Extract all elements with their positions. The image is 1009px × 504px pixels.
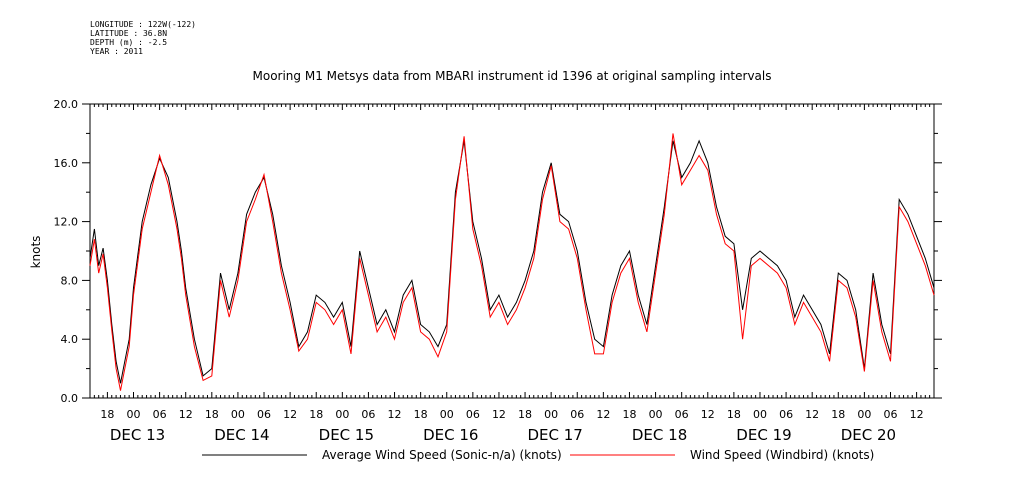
series-layer xyxy=(89,133,935,391)
x-hour-tick-label: 18 xyxy=(100,408,114,421)
latitude-label: LATITUDE : 36.8N xyxy=(90,29,168,38)
x-day-label: DEC 18 xyxy=(632,426,687,444)
x-hour-tick-label: 00 xyxy=(440,408,454,421)
x-day-label: DEC 15 xyxy=(319,426,374,444)
legend: Average Wind Speed (Sonic-n/a) (knots) W… xyxy=(202,448,874,462)
x-hour-tick-label: 06 xyxy=(153,408,167,421)
x-day-label: DEC 13 xyxy=(110,426,165,444)
legend-label-windbird: Wind Speed (Windbird) (knots) xyxy=(690,448,874,462)
y-tick-label: 4.0 xyxy=(61,333,79,346)
x-hour-tick-label: 18 xyxy=(518,408,532,421)
x-hour-tick-label: 12 xyxy=(805,408,819,421)
y-tick-label: 16.0 xyxy=(54,157,79,170)
x-hour-tick-label: 06 xyxy=(883,408,897,421)
y-axis-label: knots xyxy=(29,236,43,269)
x-hour-tick-label: 12 xyxy=(388,408,402,421)
x-hour-tick-label: 06 xyxy=(675,408,689,421)
x-hour-tick-label: 18 xyxy=(622,408,636,421)
axis-ticks: 0.0 4.0 8.0 12.0 16.0 20.0 18 00 06 12 18 00 06 12 18 0… xyxy=(54,98,942,444)
x-hour-tick-label: 00 xyxy=(649,408,663,421)
x-hour-tick-label: 12 xyxy=(179,408,193,421)
x-day-label: DEC 19 xyxy=(736,426,791,444)
legend-label-average: Average Wind Speed (Sonic-n/a) (knots) xyxy=(322,448,562,462)
x-hour-tick-label: 06 xyxy=(361,408,375,421)
x-hour-tick-label: 18 xyxy=(414,408,428,421)
x-hour-tick-label: 18 xyxy=(831,408,845,421)
x-hour-tick-label: 18 xyxy=(727,408,741,421)
x-hour-tick-label: 00 xyxy=(335,408,349,421)
x-hour-tick-label: 12 xyxy=(910,408,924,421)
x-hour-tick-label: 00 xyxy=(753,408,767,421)
x-hour-tick-label: 06 xyxy=(257,408,271,421)
series-average-wind-speed xyxy=(89,139,935,384)
x-day-label: DEC 14 xyxy=(214,426,269,444)
longitude-label: LONGITUDE : 122W(-122) xyxy=(90,20,196,29)
x-hour-tick-label: 06 xyxy=(570,408,584,421)
y-tick-label: 20.0 xyxy=(54,98,79,111)
depth-label: DEPTH (m) : -2.5 xyxy=(90,38,168,47)
x-hour-tick-label: 12 xyxy=(492,408,506,421)
station-metadata: LONGITUDE : 122W(-122) LATITUDE : 36.8N … xyxy=(90,20,196,56)
x-day-label: DEC 16 xyxy=(423,426,478,444)
x-hour-tick-label: 18 xyxy=(205,408,219,421)
x-hour-tick-label: 00 xyxy=(127,408,141,421)
y-tick-label: 12.0 xyxy=(54,216,79,229)
x-hour-tick-label: 12 xyxy=(701,408,715,421)
x-hour-tick-label: 06 xyxy=(466,408,480,421)
x-hour-tick-label: 12 xyxy=(596,408,610,421)
x-hour-tick-label: 18 xyxy=(309,408,323,421)
x-day-label: DEC 20 xyxy=(841,426,896,444)
x-hour-tick-label: 00 xyxy=(857,408,871,421)
series-windbird-wind-speed xyxy=(89,133,935,391)
x-hour-tick-label: 00 xyxy=(231,408,245,421)
chart-title: Mooring M1 Metsys data from MBARI instru… xyxy=(253,69,772,83)
plot-frame xyxy=(89,103,935,399)
x-hour-tick-label: 06 xyxy=(779,408,793,421)
y-tick-label: 0.0 xyxy=(61,392,79,405)
x-day-label: DEC 17 xyxy=(527,426,582,444)
y-tick-label: 8.0 xyxy=(61,274,79,287)
x-hour-tick-label: 00 xyxy=(544,408,558,421)
x-hour-tick-label: 12 xyxy=(283,408,297,421)
year-label: YEAR : 2011 xyxy=(90,47,143,56)
